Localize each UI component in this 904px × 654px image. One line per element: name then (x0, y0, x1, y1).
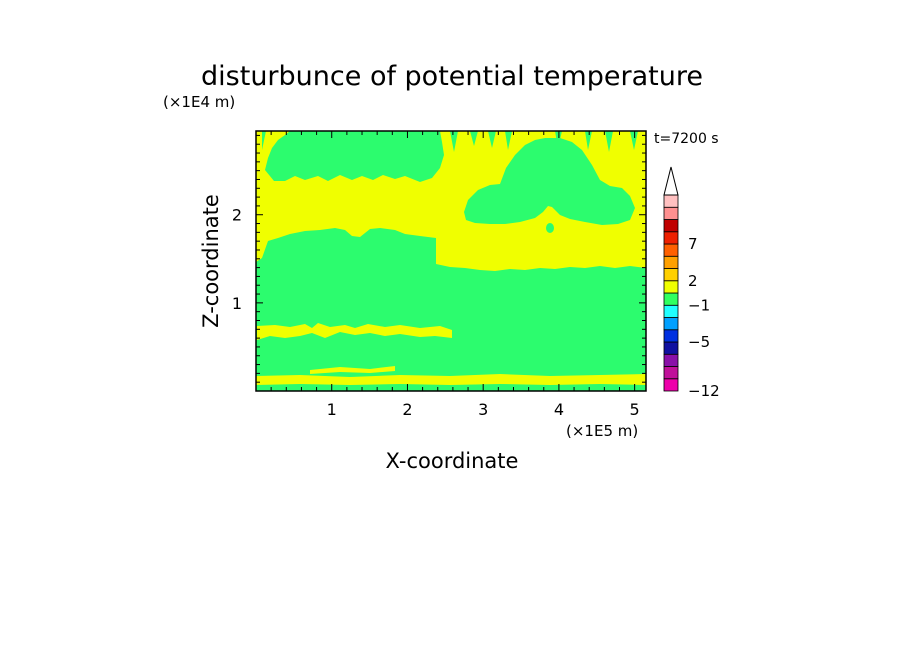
colorbar-extend-arrow (663, 166, 679, 196)
colorbar-swatch (663, 219, 679, 233)
contour-surface-yellow-band (256, 374, 646, 385)
x-tick-label: 3 (478, 400, 488, 419)
contour-green-blob-right (464, 138, 635, 225)
x-tick-label: 4 (554, 400, 564, 419)
colorbar-swatch (663, 243, 679, 257)
colorbar: −12−5−127 (663, 166, 720, 400)
colorbar-label: 7 (688, 235, 698, 253)
y-axis: 12 (232, 134, 646, 383)
colorbar-swatch (663, 255, 679, 269)
x-axis-label: X-coordinate (386, 449, 519, 473)
x-tick-label: 5 (630, 400, 640, 419)
y-axis-label: Z-coordinate (199, 194, 223, 328)
colorbar-label: 2 (688, 272, 698, 290)
x-scale-label: (×1E5 m) (566, 422, 638, 440)
contour-lower-yellow-band (257, 323, 452, 340)
colorbar-label: −12 (688, 382, 720, 400)
colorbar-swatch (663, 353, 679, 367)
colorbar-swatch (663, 317, 679, 331)
colorbar-swatch (663, 206, 679, 220)
colorbar-swatch (663, 329, 679, 343)
x-tick-label: 2 (402, 400, 412, 419)
colorbar-swatch (663, 280, 679, 294)
colorbar-swatch (663, 268, 679, 282)
y-tick-label: 1 (232, 294, 242, 313)
contour-green-blob-left (265, 131, 444, 182)
colorbar-label: −5 (688, 333, 710, 351)
plot-frame (255, 130, 647, 392)
colorbar-swatch (663, 231, 679, 245)
colorbar-label: −1 (688, 296, 710, 314)
x-axis: 1 2 3 4 5 (270, 131, 640, 419)
contour-surface-speckle (310, 366, 395, 374)
colorbar-swatch (663, 194, 679, 208)
time-label: t=7200 s (654, 131, 719, 147)
colorbar-swatch (663, 292, 679, 306)
contour-plot-area (256, 131, 646, 391)
y-scale-label: (×1E4 m) (163, 93, 235, 111)
y-tick-label: 2 (232, 206, 242, 225)
colorbar-swatch (663, 378, 679, 392)
contour-small-green-spot (546, 223, 554, 233)
colorbar-swatch (663, 341, 679, 355)
colorbar-swatch (663, 366, 679, 380)
contour-top-spikes (262, 131, 638, 155)
x-tick-label: 1 (327, 400, 337, 419)
chart-title: disturbunce of potential temperature (201, 61, 703, 92)
colorbar-swatch (663, 304, 679, 318)
